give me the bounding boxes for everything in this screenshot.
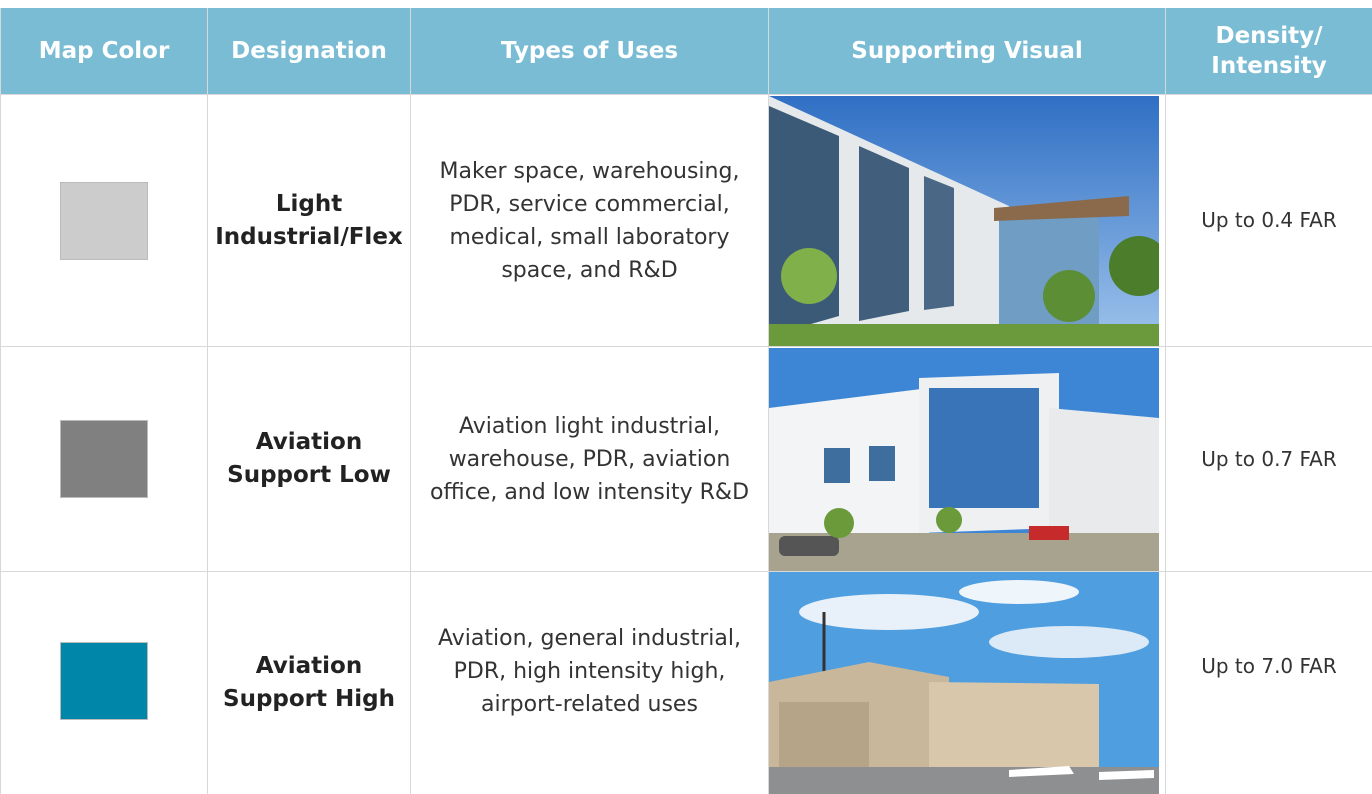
visual-cell: [768, 346, 1166, 572]
row: Light Industrial/Flex Maker space, wareh…: [0, 94, 1372, 347]
uses: Maker space, warehousing, PDR, service c…: [410, 94, 769, 347]
uses: Aviation light industrial, warehouse, PD…: [410, 346, 769, 572]
land-use-table: Map Color Designation Types of Uses Supp…: [0, 8, 1372, 794]
row: Aviation Support High Aviation, general …: [0, 571, 1372, 794]
color-cell: [0, 346, 208, 572]
header-cell: Types of Uses: [410, 8, 769, 95]
uses: Aviation, general industrial, PDR, high …: [410, 571, 769, 794]
designation: Aviation Support High: [207, 571, 411, 794]
photo: [769, 347, 1159, 571]
photo: [769, 572, 1159, 794]
page-body: Map Color Designation Types of Uses Supp…: [0, 8, 1372, 794]
header-cell: Density/ Intensity: [1165, 8, 1372, 95]
designation: Light Industrial/Flex: [207, 94, 411, 347]
color-swatch: [60, 181, 148, 260]
density: Up to 0.7 FAR: [1165, 346, 1372, 572]
photo: [769, 95, 1159, 346]
header-cell: Supporting Visual: [768, 8, 1166, 95]
color-cell: [0, 571, 208, 794]
density: Up to 0.4 FAR: [1165, 94, 1372, 347]
designation: Aviation Support Low: [207, 346, 411, 572]
header-cell: Map Color: [0, 8, 208, 95]
color-cell: [0, 94, 208, 347]
visual-cell: [768, 571, 1166, 794]
color-swatch: [60, 420, 148, 498]
header-row: Map Color Designation Types of Uses Supp…: [0, 8, 1372, 95]
visual-cell: [768, 94, 1166, 347]
row: Aviation Support Low Aviation light indu…: [0, 346, 1372, 572]
color-swatch: [60, 642, 148, 720]
density: Up to 7.0 FAR: [1165, 571, 1372, 794]
header-cell: Designation: [207, 8, 411, 95]
